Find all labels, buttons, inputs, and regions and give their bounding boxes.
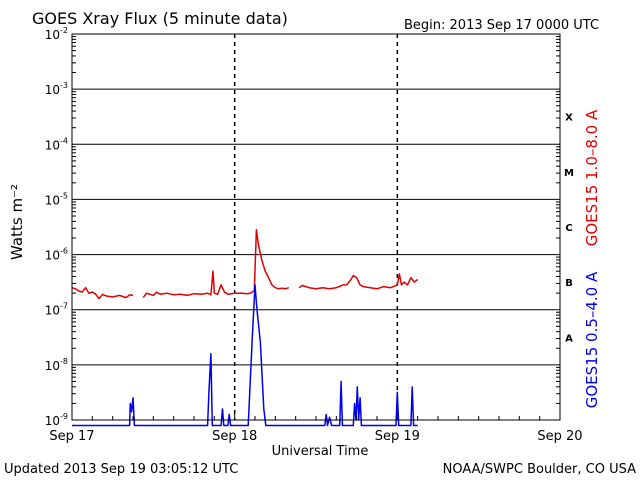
grid-lines [72, 34, 560, 420]
x-tick-label: Sep 20 [537, 429, 582, 444]
chart-title: GOES Xray Flux (5 minute data) [32, 9, 288, 28]
x-tick-label: Sep 19 [375, 429, 420, 444]
y-tick-label: 10-9 [45, 412, 68, 428]
flare-class-label: A [565, 333, 573, 344]
y-tick-label: 10-6 [45, 247, 68, 263]
flare-class-label: M [564, 168, 574, 179]
flare-class-labels: A B C M X [564, 113, 574, 345]
flare-class-label: X [565, 113, 573, 124]
x-tick-label: Sep 18 [212, 429, 257, 444]
x-tick-label: Sep 17 [49, 429, 94, 444]
y-axis-ticks: 10-9 10-8 10-7 10-6 10-5 10-4 10-3 10-2 [45, 26, 560, 428]
series-line-long-channel [71, 286, 134, 300]
x-axis-label: Universal Time [272, 444, 369, 459]
legend-long-channel: GOES15 1.0–8.0 A [583, 109, 601, 246]
y-tick-label: 10-3 [45, 81, 68, 97]
series-line-short-channel [72, 284, 418, 427]
updated-timestamp: Updated 2013 Sep 19 03:05:12 UTC [4, 462, 238, 477]
begin-time-label: Begin: 2013 Sep 17 0000 UTC [404, 18, 599, 33]
y-tick-label: 10-7 [45, 302, 68, 318]
flare-class-label: B [565, 278, 573, 289]
source-credit: NOAA/SWPC Boulder, CO USA [443, 462, 636, 477]
y-axis-label: Watts m⁻² [8, 184, 26, 260]
flare-class-label: C [565, 223, 572, 234]
y-tick-label: 10-5 [45, 191, 68, 207]
legend-short-channel: GOES15 0.5–4.0 A [583, 271, 601, 408]
data-series [71, 229, 419, 427]
y-tick-label: 10-2 [45, 26, 68, 42]
y-tick-label: 10-4 [45, 136, 68, 152]
series-line-long-channel [142, 229, 290, 299]
x-axis-ticks: Sep 17 Sep 18 Sep 19 Sep 20 [49, 412, 583, 444]
series-line-long-channel [298, 273, 419, 290]
y-tick-label: 10-8 [45, 357, 68, 373]
